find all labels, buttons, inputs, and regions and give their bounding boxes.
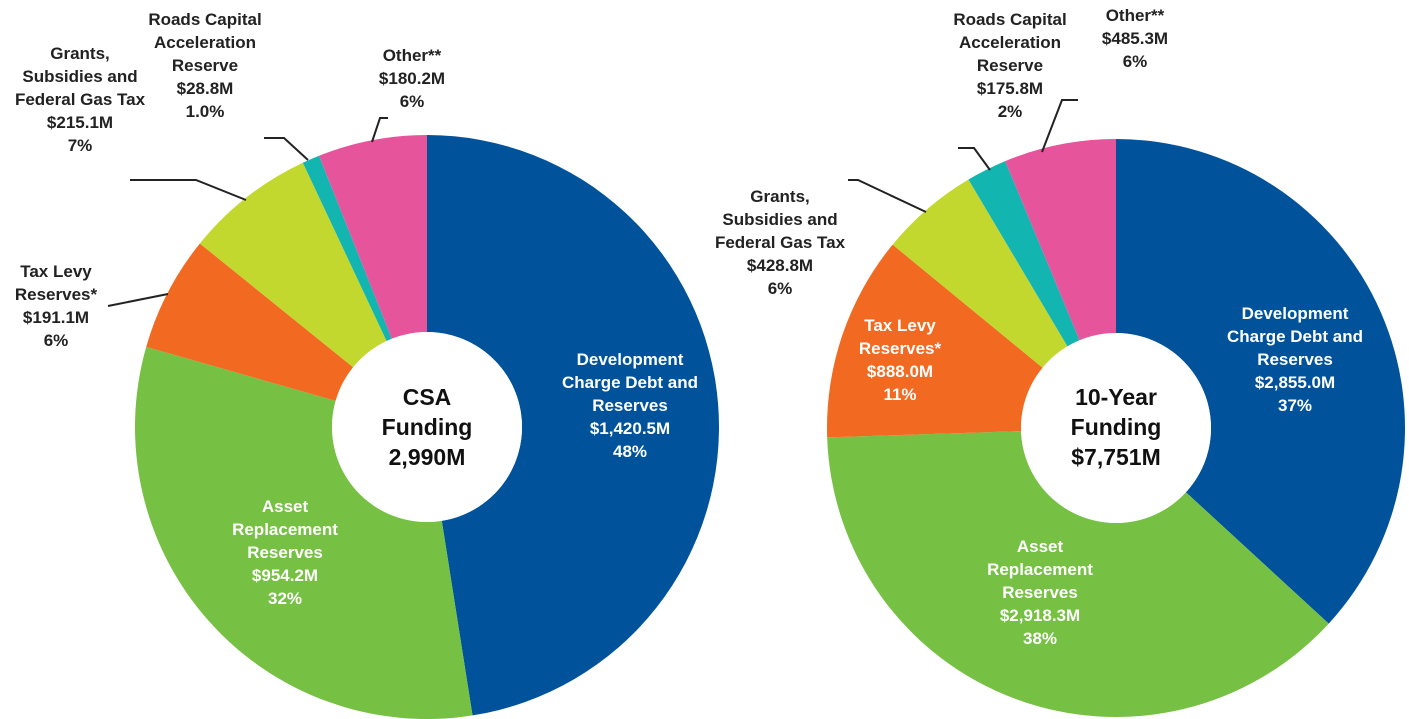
slice-label: Roads Capital Acceleration Reserve $28.8M… [140,8,270,123]
leader-line [848,179,927,213]
percent-label: 48% [612,442,648,461]
slice-label: Tax Levy Reserves* $191.1M 6% [1,260,111,352]
percent-label: 38% [1022,629,1058,648]
percent-label: 6% [43,331,69,350]
category-label: Grants, Subsidies and Federal Gas Tax [14,44,146,109]
value-label: $28.8M [176,79,234,98]
category-label: Tax Levy Reserves* [14,262,98,304]
slice-label: Grants, Subsidies and Federal Gas Tax $21… [10,42,150,157]
percent-label: 32% [267,589,303,608]
slice [302,155,392,342]
category-label: Roads Capital Acceleration Reserve [148,10,262,75]
value-label: $485.3M [1101,29,1169,48]
category-label: Grants, Subsidies and Federal Gas Tax [714,187,846,252]
donut-hole [332,332,522,522]
value-label: $2,918.3M [999,606,1081,625]
center-label: CSA Funding 2,990M [347,382,507,472]
slice-label: Asset Replacement Reserves $954.2M 32% [215,495,355,610]
value-label: $888.0M [866,362,934,381]
leader-line [958,147,991,171]
slice [319,135,427,339]
category-label: Asset Replacement Reserves [987,537,1093,602]
leader-line [107,293,169,307]
category-label: Development Charge Debt and Reserves [561,350,699,415]
percent-label: 7% [67,136,93,155]
percent-label: 1.0% [185,102,225,121]
category-label: Roads Capital Acceleration Reserve [953,10,1067,75]
percent-label: 6% [399,92,425,111]
category-label: Asset Replacement Reserves [232,497,338,562]
value-label: $180.2M [378,69,446,88]
center-title: CSA Funding [381,384,473,440]
slice-label: Development Charge Debt and Reserves $2,8… [1215,302,1375,417]
percent-label: 6% [1122,52,1148,71]
donut-hole [1021,333,1211,523]
slice-label: Other** $180.2M 6% [362,44,462,113]
category-label: Development Charge Debt and Reserves [1226,304,1364,369]
category-label: Tax Levy Reserves* [858,316,942,358]
percent-label: 2% [997,102,1023,121]
center-value: $7,751M [1071,444,1161,470]
leader-line [1041,99,1078,153]
slice-label: Other** $485.3M 6% [1085,4,1185,73]
slice [199,162,387,368]
slice-label: Roads Capital Acceleration Reserve $175.8… [945,8,1075,123]
value-label: $1,420.5M [589,419,671,438]
leader-line [130,179,247,201]
percent-label: 6% [767,279,793,298]
percent-label: 37% [1277,396,1313,415]
value-label: $215.1M [46,113,114,132]
center-title: 10-Year Funding [1070,384,1162,440]
slice [134,346,473,719]
value-label: $428.8M [746,256,814,275]
slice-label: Tax Levy Reserves* $888.0M 11% [835,314,965,406]
center-label: 10-Year Funding $7,751M [1036,382,1196,472]
value-label: $175.8M [976,79,1044,98]
category-label: Other** [382,46,442,65]
slice [1005,139,1116,341]
percent-label: 11% [883,385,917,404]
leader-line [371,117,388,143]
slice-label: Grants, Subsidies and Federal Gas Tax $42… [710,185,850,300]
center-value: 2,990M [388,444,466,470]
slice [892,179,1068,368]
slice [427,135,719,716]
leader-line [264,137,309,161]
slice [968,161,1080,347]
slice-label: Asset Replacement Reserves $2,918.3M 38% [970,535,1110,650]
slice-label: Development Charge Debt and Reserves $1,4… [550,348,710,463]
slice [1116,139,1406,624]
category-label: Other** [1105,6,1165,25]
value-label: $2,855.0M [1254,373,1336,392]
value-label: $954.2M [251,566,319,585]
value-label: $191.1M [22,308,90,327]
slice [827,244,1043,438]
slice [827,431,1329,718]
slice [146,243,354,401]
